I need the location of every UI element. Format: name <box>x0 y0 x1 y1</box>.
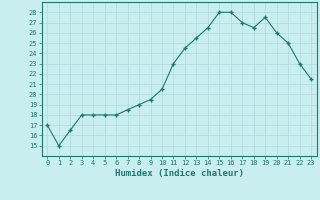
X-axis label: Humidex (Indice chaleur): Humidex (Indice chaleur) <box>115 169 244 178</box>
